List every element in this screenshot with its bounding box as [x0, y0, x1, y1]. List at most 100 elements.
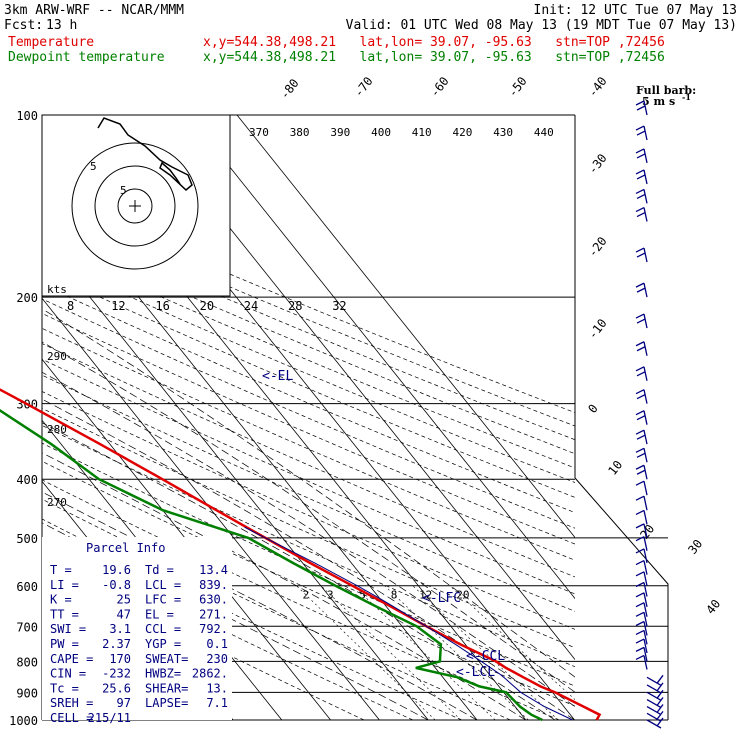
mixing-ratio-label: 20 — [456, 588, 469, 601]
wind-barb-flag — [635, 282, 645, 288]
wind-barb — [635, 282, 648, 298]
parcel-field-label: YGP = — [145, 637, 181, 651]
parcel-field-label: T = — [50, 563, 72, 577]
isotherm-label: 10 — [605, 458, 625, 478]
wind-barb-staff — [643, 189, 648, 204]
pressure-tick-label: 800 — [16, 655, 38, 669]
theta-label: 390 — [330, 126, 350, 139]
wind-barb — [646, 689, 664, 701]
wind-barb — [635, 148, 648, 164]
parcel-field-label: CIN = — [50, 667, 86, 681]
wind-barb — [646, 697, 664, 709]
wind-barb-flag — [656, 717, 664, 727]
wind-barb-staff — [643, 647, 648, 662]
pressure-tick-label: 500 — [16, 532, 38, 546]
parcel-field-value: 271. — [199, 607, 228, 621]
el-level-label: <-EL — [262, 369, 293, 384]
wind-barb — [635, 592, 648, 607]
hodograph: 5 5 kts — [41, 114, 231, 297]
parcel-field-value: -232 — [102, 667, 131, 681]
valid-time: Valid: 01 UTC Wed 08 May 13 (19 MDT Tue … — [346, 18, 737, 33]
wind-barb — [635, 100, 648, 116]
frame-skew-edge — [574, 477, 669, 720]
dry-adiabat — [42, 407, 575, 649]
parcel-field-value: 19.6 — [102, 563, 131, 577]
wind-barb-flag — [636, 105, 646, 111]
hodograph-ring-1 — [117, 188, 153, 224]
parcel-field-value: 47 — [117, 607, 131, 621]
parcel-field-label: PW = — [50, 637, 79, 651]
wind-barb-flag — [635, 148, 645, 154]
hodo-speed-label: 24 — [244, 299, 258, 313]
wind-barb-staff — [643, 548, 648, 564]
wind-barb-flag — [635, 536, 645, 542]
barb-legend-line1: Full barb: — [636, 84, 696, 97]
wind-barb-flag — [636, 174, 646, 180]
temperature-location: x,y=544.38,498.21 lat,lon= 39.07, -95.63… — [203, 35, 665, 50]
wind-barb-staff — [643, 571, 648, 586]
wind-barb-staff — [643, 169, 648, 185]
parcel-field-label: LI = — [50, 578, 79, 592]
wind-barb-flag — [635, 341, 645, 347]
wind-barb-staff — [643, 536, 648, 551]
wind-barb — [635, 188, 648, 204]
wind-barb-flag — [636, 394, 646, 400]
dry-adiabat — [42, 243, 575, 469]
isotherm-label: -70 — [351, 74, 375, 100]
wind-barb-flag — [656, 697, 664, 706]
wind-barb — [635, 206, 648, 222]
wind-barb — [635, 429, 648, 445]
wind-barb-flag — [635, 389, 645, 395]
parcel-field-label: SWEAT= — [145, 652, 188, 666]
wind-barb — [635, 571, 648, 586]
wind-barb-staff — [643, 100, 648, 116]
wind-barb — [646, 704, 664, 716]
parcel-field-label: Td = — [145, 563, 174, 577]
wind-barb-staff — [643, 313, 648, 329]
wind-barb-flag — [635, 509, 645, 515]
wind-barb-staff — [643, 125, 648, 141]
wind-barb-staff — [646, 712, 662, 722]
parcel-field-label: SREH = — [50, 696, 93, 710]
parcel-field-label: EL = — [145, 607, 174, 621]
parcel-field-value: 0.1 — [206, 637, 228, 651]
isotherm — [42, 358, 331, 720]
mixing-ratio-label: 12 — [419, 588, 432, 601]
wind-barb — [635, 247, 648, 263]
barb-legend-sup: -1 — [682, 92, 691, 102]
parcel-field-label: HWBZ= — [145, 667, 181, 681]
temperature-legend: Temperature — [8, 35, 94, 50]
wind-barb-flag — [636, 287, 646, 293]
wind-barb-flag — [635, 592, 645, 598]
wind-barb-flag — [635, 611, 645, 617]
mixing-ratio-label: 8 — [391, 588, 398, 601]
wind-barb-staff — [643, 560, 648, 575]
theta-label: 440 — [534, 126, 554, 139]
forecast-label: Fcst: — [4, 18, 43, 33]
wind-barb-staff — [643, 612, 648, 627]
parcel-field-value: 25 — [117, 593, 131, 607]
theta-label: 370 — [249, 126, 269, 139]
dry-adiabat — [42, 256, 575, 483]
wind-barb-staff — [643, 410, 648, 425]
wind-barb-flag — [636, 346, 646, 352]
dry-adiabat — [42, 391, 575, 630]
wind-barb-staff — [646, 719, 662, 729]
parcel-field-value: 3.1 — [109, 622, 131, 636]
wind-barb-staff — [646, 684, 662, 694]
isotherm — [187, 115, 575, 600]
parcel-field-label: CAPE = — [50, 652, 93, 666]
wind-barb-flag — [656, 704, 664, 713]
wind-barb — [635, 410, 648, 425]
mixing-ratio-label: 3 — [327, 588, 334, 601]
hodo-speed-label: 28 — [288, 299, 302, 313]
parcel-field-value: 230 — [206, 652, 228, 666]
isotherm-label: -10 — [585, 316, 609, 342]
theta-label: 430 — [493, 126, 513, 139]
wind-barb — [646, 710, 664, 722]
hodo-speed-label: 16 — [155, 299, 169, 313]
parcel-field-value: 97 — [117, 696, 131, 710]
hodo-speed-label: 12 — [111, 299, 125, 313]
ccl-level-label: <-CCL — [466, 649, 505, 664]
wind-barb-flag — [635, 366, 645, 372]
